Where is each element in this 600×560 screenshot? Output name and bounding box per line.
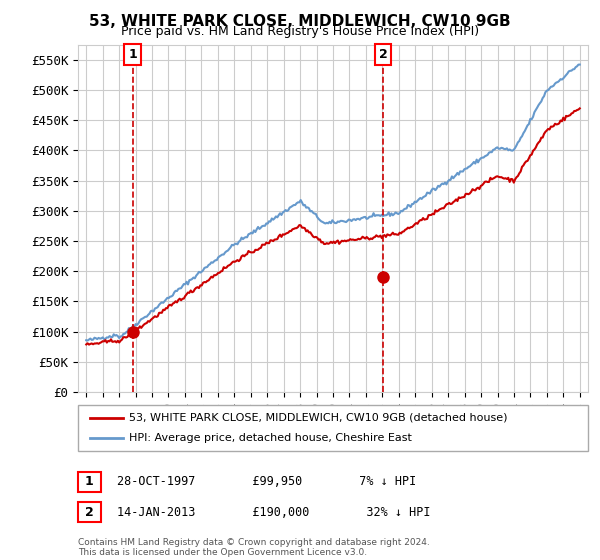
- Text: 2: 2: [85, 506, 94, 519]
- Text: 53, WHITE PARK CLOSE, MIDDLEWICH, CW10 9GB: 53, WHITE PARK CLOSE, MIDDLEWICH, CW10 9…: [89, 14, 511, 29]
- Text: 53, WHITE PARK CLOSE, MIDDLEWICH, CW10 9GB (detached house): 53, WHITE PARK CLOSE, MIDDLEWICH, CW10 9…: [129, 413, 508, 423]
- Text: Contains HM Land Registry data © Crown copyright and database right 2024.
This d: Contains HM Land Registry data © Crown c…: [78, 538, 430, 557]
- Text: 14-JAN-2013        £190,000        32% ↓ HPI: 14-JAN-2013 £190,000 32% ↓ HPI: [117, 506, 431, 519]
- Text: 28-OCT-1997        £99,950        7% ↓ HPI: 28-OCT-1997 £99,950 7% ↓ HPI: [117, 475, 416, 488]
- Text: HPI: Average price, detached house, Cheshire East: HPI: Average price, detached house, Ches…: [129, 433, 412, 443]
- Text: 1: 1: [85, 475, 94, 488]
- Text: 1: 1: [128, 48, 137, 61]
- Text: 2: 2: [379, 48, 388, 61]
- Text: Price paid vs. HM Land Registry's House Price Index (HPI): Price paid vs. HM Land Registry's House …: [121, 25, 479, 38]
